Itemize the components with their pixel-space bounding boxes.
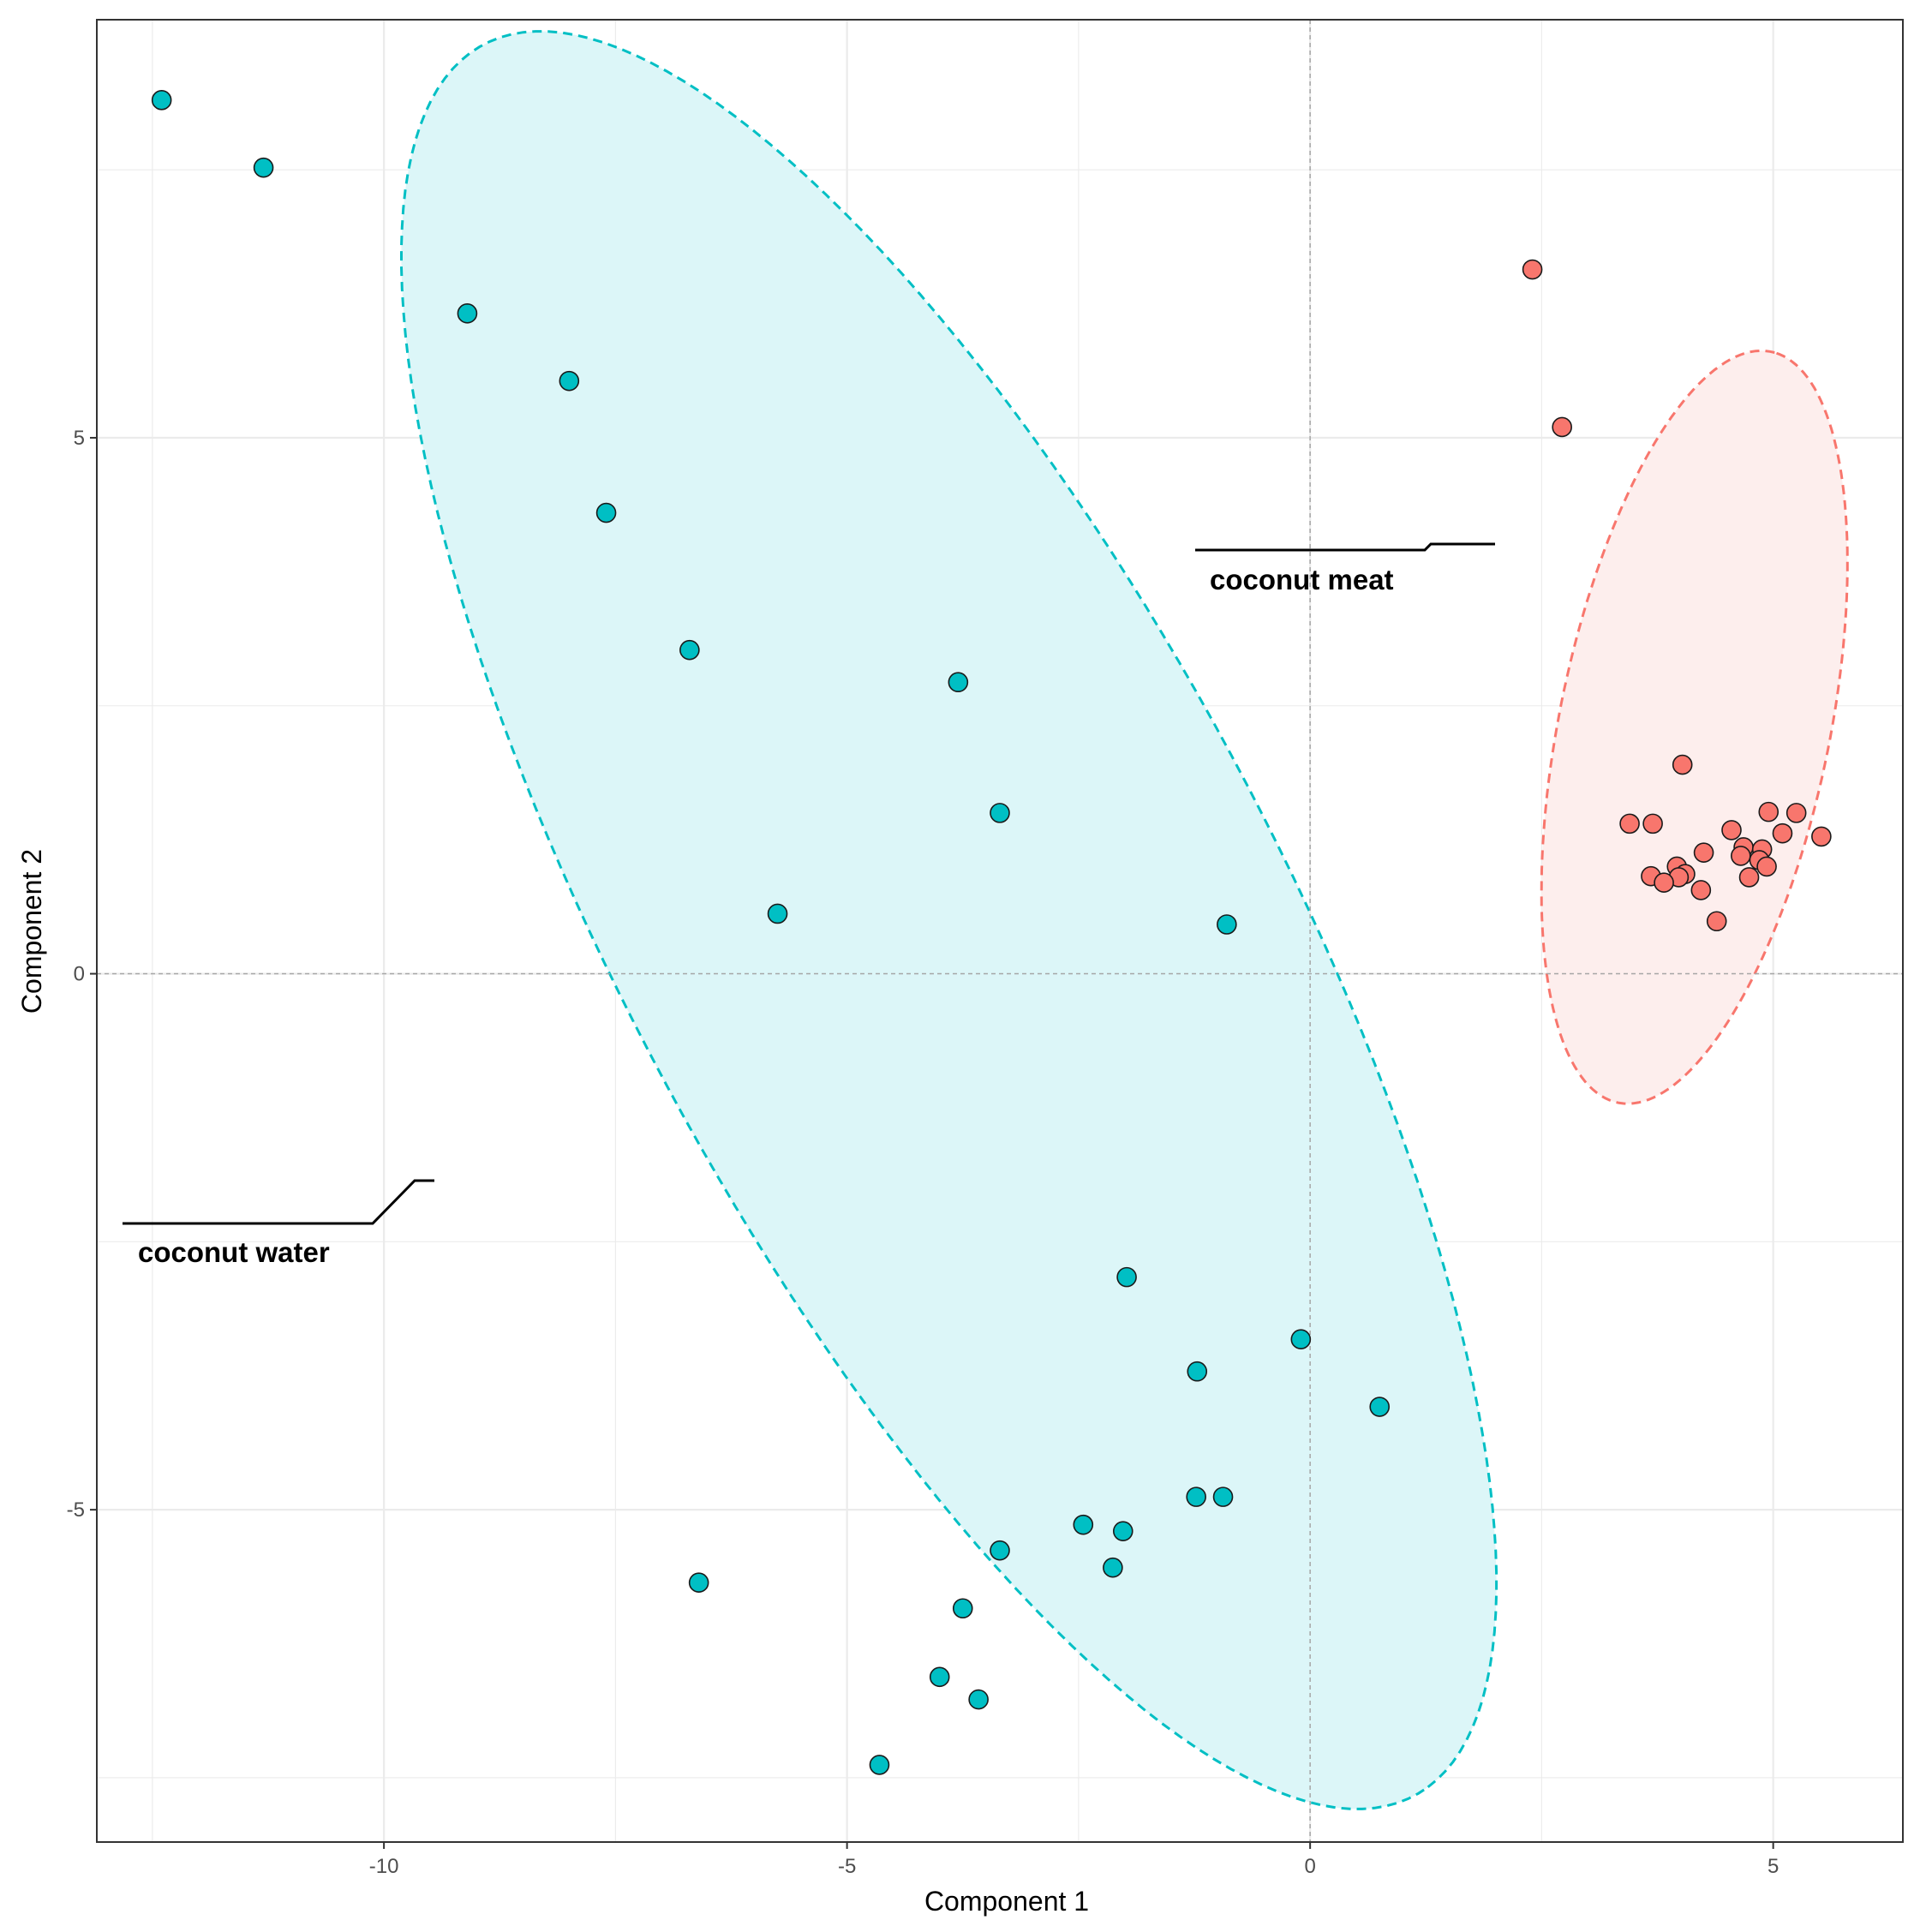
plot-border xyxy=(96,19,1904,1843)
point-coconut-water xyxy=(1217,914,1237,935)
x-tick-label: -5 xyxy=(838,1855,856,1878)
point-coconut-meat xyxy=(1619,813,1640,834)
point-coconut-water xyxy=(1186,1486,1206,1507)
point-coconut-water xyxy=(952,1598,973,1619)
point-coconut-meat xyxy=(1642,813,1663,834)
point-coconut-water xyxy=(1103,1557,1123,1578)
reference-lines xyxy=(97,20,1903,1842)
label-coconut-meat: coconut meat xyxy=(1210,564,1394,595)
leader-coconut-meat xyxy=(1195,542,1495,552)
y-axis-title: Component 2 xyxy=(16,849,47,1014)
group-labels: coconut meat coconut water xyxy=(123,542,1495,1268)
point-coconut-water xyxy=(679,639,700,661)
data-points xyxy=(151,90,1832,1775)
y-tick-label: -5 xyxy=(67,1498,85,1522)
y-tick-label: 0 xyxy=(74,963,85,986)
point-coconut-water xyxy=(869,1755,890,1775)
point-coconut-meat xyxy=(1706,911,1727,932)
point-coconut-meat xyxy=(1772,822,1793,844)
point-coconut-meat xyxy=(1522,259,1543,280)
confidence-ellipses xyxy=(400,30,1849,1810)
point-coconut-meat xyxy=(1552,416,1572,438)
point-coconut-water xyxy=(767,903,788,924)
point-coconut-meat xyxy=(1811,826,1832,847)
leader-coconut-water xyxy=(123,1179,434,1225)
point-coconut-meat xyxy=(1693,842,1714,863)
point-coconut-meat xyxy=(1758,801,1779,822)
y-tick-label: 5 xyxy=(74,427,85,450)
point-coconut-meat xyxy=(1731,846,1751,866)
axis-ticks: -10 -5 0 5 -5 0 5 xyxy=(67,427,1779,1878)
point-coconut-water xyxy=(151,90,172,111)
x-tick-label: -10 xyxy=(369,1855,399,1878)
label-coconut-water: coconut water xyxy=(138,1236,330,1268)
x-tick-label: 0 xyxy=(1304,1855,1315,1878)
point-coconut-meat xyxy=(1738,867,1760,888)
point-coconut-water xyxy=(253,157,274,178)
point-coconut-water xyxy=(929,1666,950,1688)
x-tick-label: 5 xyxy=(1768,1855,1779,1878)
point-coconut-meat xyxy=(1721,820,1742,840)
point-coconut-water xyxy=(968,1689,989,1710)
point-coconut-water xyxy=(595,502,617,523)
point-coconut-water xyxy=(457,303,478,324)
point-coconut-water xyxy=(990,1540,1010,1561)
point-coconut-water xyxy=(948,672,969,693)
point-coconut-meat xyxy=(1756,856,1777,877)
point-coconut-water xyxy=(1290,1329,1312,1349)
point-coconut-water xyxy=(1112,1521,1133,1541)
point-coconut-water xyxy=(559,370,580,392)
ellipse-coconut-water xyxy=(400,30,1498,1810)
point-coconut-water xyxy=(688,1572,709,1594)
point-coconut-water xyxy=(1212,1486,1234,1507)
point-coconut-water xyxy=(1073,1514,1094,1535)
ellipse-coconut-meat xyxy=(1540,349,1849,1105)
point-coconut-water xyxy=(1187,1361,1208,1382)
point-coconut-meat xyxy=(1785,803,1807,823)
point-coconut-meat xyxy=(1690,880,1712,900)
point-coconut-water xyxy=(1369,1397,1391,1417)
point-coconut-meat xyxy=(1654,872,1674,893)
point-coconut-water xyxy=(990,803,1010,823)
point-coconut-meat xyxy=(1672,754,1693,775)
x-axis-title: Component 1 xyxy=(924,1886,1089,1917)
point-coconut-water xyxy=(1116,1266,1137,1288)
